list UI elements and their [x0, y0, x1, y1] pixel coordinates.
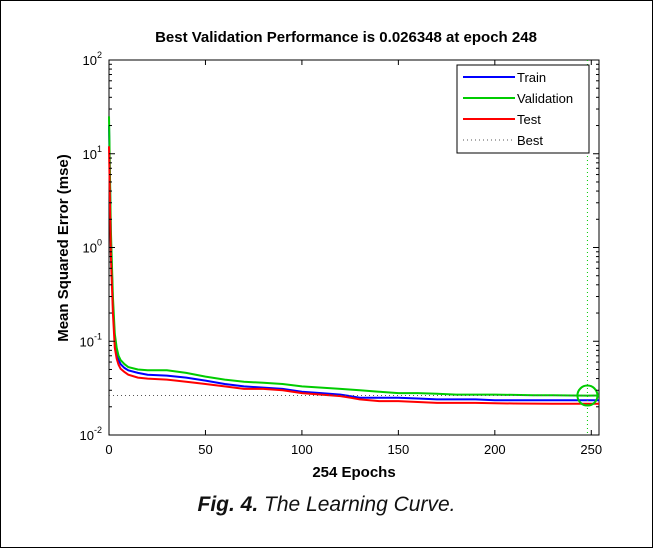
legend-label-test: Test — [517, 112, 541, 127]
series-line-test — [108, 146, 599, 405]
legend-label-validation: Validation — [517, 91, 573, 106]
y-tick-label: 102 — [83, 50, 102, 68]
y-axis-label: Mean Squared Error (mse) — [55, 154, 72, 342]
x-tick-label: 250 — [580, 442, 602, 457]
caption-text: The Learning Curve. — [258, 493, 456, 516]
series-line-validation — [108, 116, 600, 397]
series-line-train — [108, 125, 599, 402]
legend: Train Validation Test Best — [456, 64, 590, 154]
x-tick-label: 150 — [388, 442, 410, 457]
figure-caption: Fig. 4. The Learning Curve. — [1, 493, 652, 517]
y-tick-label: 101 — [83, 144, 102, 162]
legend-label-train: Train — [517, 70, 546, 85]
x-ticks: 0 50 100 150 200 250 — [105, 60, 602, 457]
caption-figure-number: Fig. 4. — [197, 493, 259, 516]
chart-title: Best Validation Performance is 0.026348 … — [155, 29, 537, 46]
best-point-marker — [576, 384, 599, 407]
x-tick-label: 50 — [198, 442, 212, 457]
legend-box — [456, 64, 590, 154]
y-tick-label: 10-2 — [80, 425, 102, 443]
learning-curve-chart: Best Validation Performance is 0.026348 … — [55, 29, 602, 481]
x-tick-label: 0 — [105, 442, 112, 457]
best-layer — [109, 60, 599, 435]
y-tick-label: 10-1 — [80, 331, 102, 349]
x-tick-label: 200 — [484, 442, 506, 457]
y-tick-label: 100 — [83, 238, 102, 256]
x-tick-label: 100 — [291, 442, 313, 457]
legend-label-best: Best — [517, 133, 543, 148]
x-axis-label: 254 Epochs — [312, 464, 395, 481]
series-layer — [108, 116, 600, 405]
y-ticks: 10-2 10-1 100 101 102 — [80, 50, 599, 443]
